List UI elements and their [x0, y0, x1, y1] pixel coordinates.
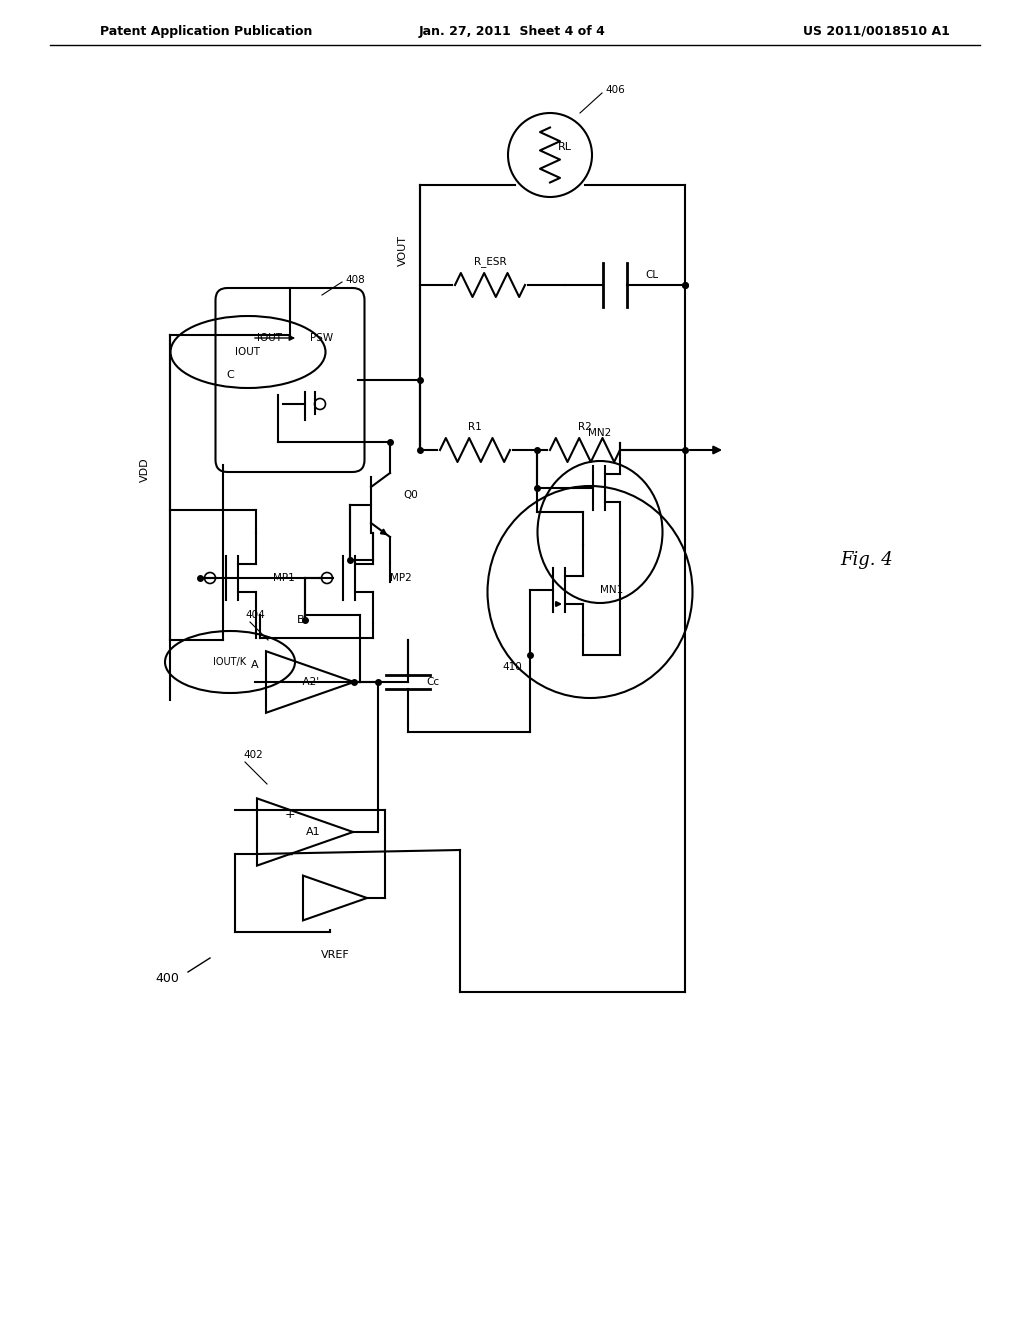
Text: A: A [251, 660, 259, 671]
Text: IOUT: IOUT [236, 347, 260, 356]
Text: IOUT: IOUT [257, 333, 283, 343]
Text: Cc: Cc [426, 677, 439, 686]
Text: IOUT/K: IOUT/K [213, 657, 247, 667]
Text: 408: 408 [345, 275, 365, 285]
Text: Patent Application Publication: Patent Application Publication [100, 25, 312, 38]
Text: R1: R1 [468, 422, 482, 432]
Text: VDD: VDD [140, 458, 150, 482]
Text: US 2011/0018510 A1: US 2011/0018510 A1 [803, 25, 950, 38]
Text: 402: 402 [243, 750, 263, 760]
Text: R_ESR: R_ESR [474, 256, 506, 267]
Text: RL: RL [558, 143, 572, 152]
Text: MN2: MN2 [589, 428, 611, 438]
Text: R2: R2 [579, 422, 592, 432]
Text: CL: CL [645, 271, 658, 280]
Text: 410: 410 [502, 663, 522, 672]
Text: B: B [297, 615, 305, 624]
Text: -A2': -A2' [300, 677, 321, 686]
Text: A1: A1 [306, 828, 321, 837]
Text: 400: 400 [155, 972, 179, 985]
Text: VOUT: VOUT [398, 235, 408, 265]
Text: Q0: Q0 [403, 490, 418, 500]
Text: PSW: PSW [310, 333, 334, 343]
Text: Jan. 27, 2011  Sheet 4 of 4: Jan. 27, 2011 Sheet 4 of 4 [419, 25, 605, 38]
Text: MN1: MN1 [600, 585, 624, 595]
Text: 406: 406 [605, 84, 625, 95]
Text: +: + [285, 808, 295, 821]
Text: MP2: MP2 [390, 573, 412, 583]
Text: -: - [288, 846, 293, 862]
Text: Fig. 4: Fig. 4 [840, 550, 893, 569]
Text: C: C [226, 370, 233, 380]
Text: MP1: MP1 [273, 573, 295, 583]
Text: 404: 404 [245, 610, 265, 620]
Text: VREF: VREF [321, 950, 349, 960]
